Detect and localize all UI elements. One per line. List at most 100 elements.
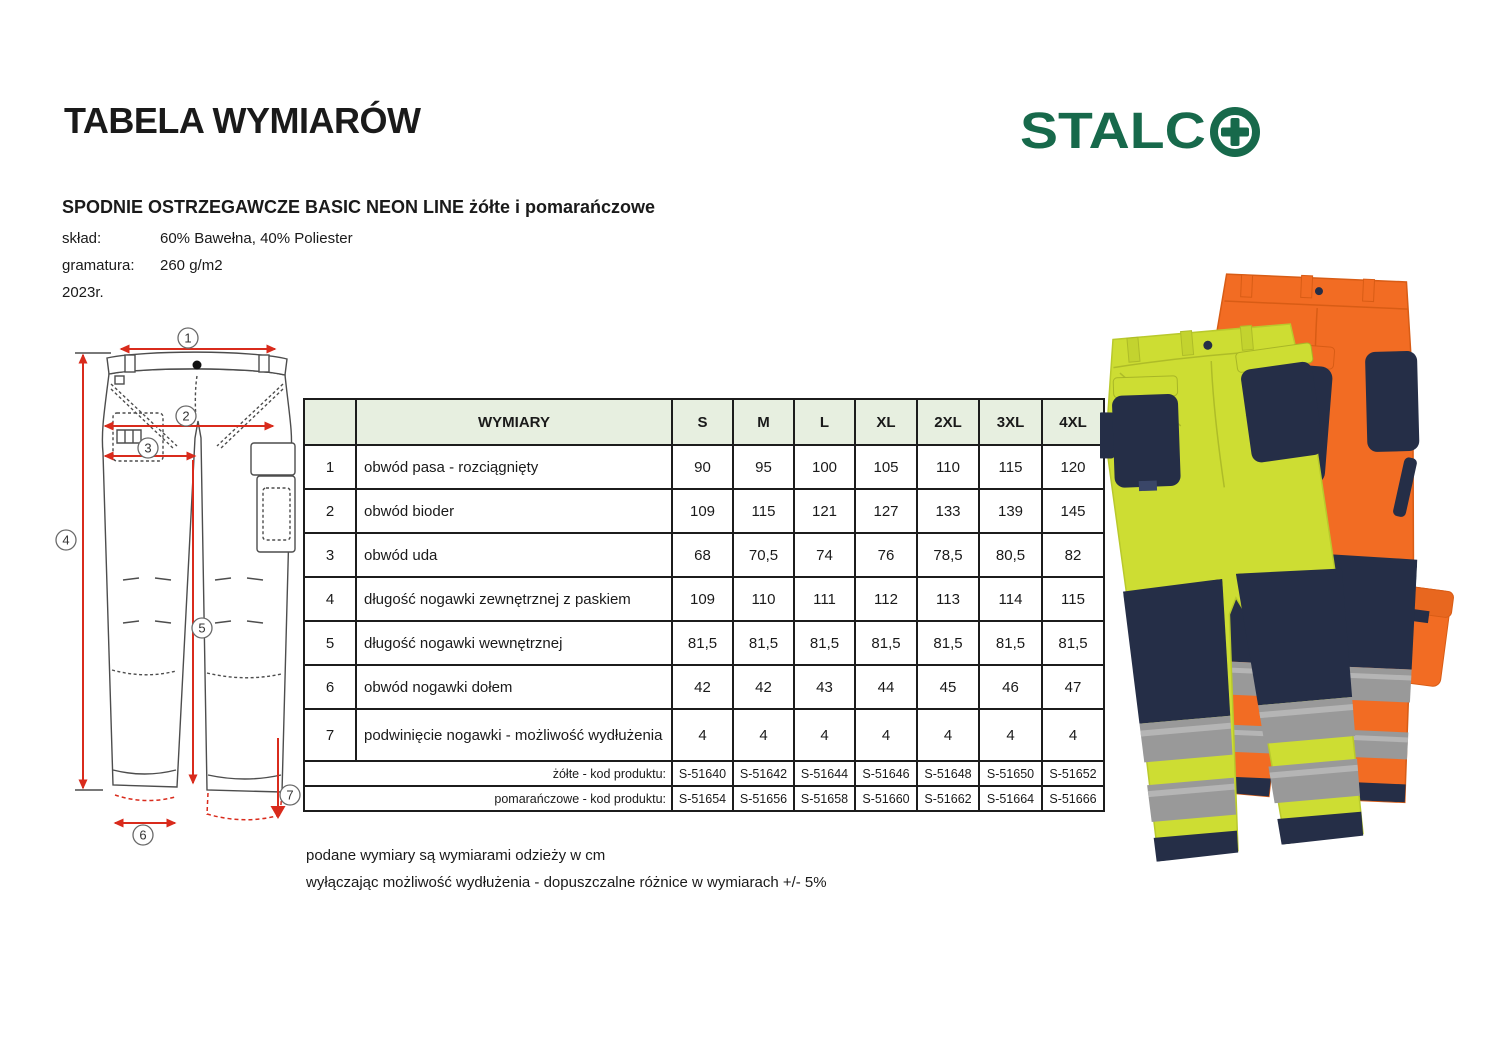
cargo-pocket-flap bbox=[250, 442, 296, 476]
size-value-cell: 45 bbox=[916, 664, 980, 710]
plus-in-circle-icon bbox=[1209, 106, 1261, 158]
size-value-cell: 68 bbox=[671, 532, 734, 578]
size-col-header-s: S bbox=[671, 398, 734, 446]
dimension-column-header: WYMIARY bbox=[355, 398, 673, 446]
product-code-cell: S-51644 bbox=[793, 760, 856, 787]
size-value-cell: 47 bbox=[1041, 664, 1105, 710]
size-value-cell: 44 bbox=[854, 664, 918, 710]
size-value-cell: 80,5 bbox=[978, 532, 1043, 578]
size-value-cell: 105 bbox=[854, 444, 918, 490]
size-value-cell: 4 bbox=[978, 708, 1043, 762]
dimension-label-cell: obwód bioder bbox=[355, 488, 673, 534]
size-value-cell: 74 bbox=[793, 532, 856, 578]
dim-arrow-7 bbox=[270, 806, 286, 819]
size-value-cell: 133 bbox=[916, 488, 980, 534]
dimension-marker-3: 3 bbox=[137, 437, 159, 459]
extension-lines bbox=[75, 352, 111, 791]
brand-logo-text: STALC bbox=[1020, 102, 1206, 160]
belt-buckle-detail bbox=[114, 375, 125, 385]
svg-text:7: 7 bbox=[286, 788, 293, 803]
size-value-cell: 109 bbox=[671, 488, 734, 534]
side-strap bbox=[1393, 457, 1417, 517]
size-value-cell: 82 bbox=[1041, 532, 1105, 578]
size-value-cell: 4 bbox=[1041, 708, 1105, 762]
size-value-cell: 42 bbox=[671, 664, 734, 710]
size-value-cell: 78,5 bbox=[916, 532, 980, 578]
dimension-label-cell: długość nogawki zewnętrznej z paskiem bbox=[355, 576, 673, 622]
left-leg-bands bbox=[1122, 578, 1247, 863]
svg-text:4: 4 bbox=[62, 533, 69, 548]
svg-text:6: 6 bbox=[139, 828, 146, 843]
product-code-cell: S-51652 bbox=[1041, 760, 1105, 787]
size-value-cell: 110 bbox=[916, 444, 980, 490]
spec-value: 260 g/m2 bbox=[160, 257, 223, 274]
note-line-1: podane wymiary są wymiarami odzieży w cm bbox=[306, 847, 606, 864]
size-value-cell: 81,5 bbox=[916, 620, 980, 666]
product-code-cell: S-51654 bbox=[671, 785, 734, 812]
product-code-cell: S-51646 bbox=[854, 760, 918, 787]
size-col-header-m: M bbox=[732, 398, 795, 446]
product-name: SPODNIE OSTRZEGAWCZE BASIC NEON LINE żół… bbox=[62, 197, 656, 217]
size-value-cell: 43 bbox=[793, 664, 856, 710]
cargo-pocket-body bbox=[256, 475, 296, 553]
right-leg-bands bbox=[1235, 564, 1366, 847]
size-value-cell: 111 bbox=[793, 576, 856, 622]
dimension-label-cell: obwód pasa - rozciągnięty bbox=[355, 444, 673, 490]
row-number-cell: 5 bbox=[303, 620, 357, 666]
dimension-marker-4: 4 bbox=[55, 529, 77, 551]
spec-row-year: 2023r. bbox=[62, 279, 655, 306]
pocket-seam-left bbox=[110, 383, 178, 450]
product-code-cell: S-51650 bbox=[978, 760, 1043, 787]
size-col-header-l: L bbox=[793, 398, 856, 446]
size-value-cell: 110 bbox=[732, 576, 795, 622]
pocket-clip bbox=[1138, 480, 1158, 492]
waist-button bbox=[192, 360, 202, 370]
size-value-cell: 4 bbox=[671, 708, 734, 762]
row-number-cell: 7 bbox=[303, 708, 357, 762]
product-code-cell: S-51642 bbox=[732, 760, 795, 787]
product-code-row-1: pomarańczowe - kod produktu: S-51654 S-516… bbox=[303, 785, 1105, 812]
dimension-marker-6: 6 bbox=[132, 824, 154, 846]
product-code-cell: S-51648 bbox=[916, 760, 980, 787]
measurement-row-6: 6 obwód nogawki dołem 42 42 43 44 45 46 47 bbox=[303, 664, 1105, 710]
measurement-row-2: 2 obwód bioder 109 115 121 127 133 139 145 bbox=[303, 488, 1105, 534]
size-value-cell: 90 bbox=[671, 444, 734, 490]
size-value-cell: 121 bbox=[793, 488, 856, 534]
hem-extension-left bbox=[114, 794, 176, 802]
product-code-row-0: żółte - kod produktu: S-51640 S-51642 S-516… bbox=[303, 760, 1105, 787]
row-number-cell: 1 bbox=[303, 444, 357, 490]
size-col-header-2xl: 2XL bbox=[916, 398, 980, 446]
size-value-cell: 4 bbox=[916, 708, 980, 762]
size-header-row: WYMIARY S M L XL 2XL 3XL 4XL bbox=[303, 398, 1105, 446]
size-value-cell: 139 bbox=[978, 488, 1043, 534]
product-code-cell: S-51656 bbox=[732, 785, 795, 812]
thigh-pocket bbox=[1365, 351, 1420, 452]
row-number-cell: 4 bbox=[303, 576, 357, 622]
measurement-rows: 1 obwód pasa - rozciągnięty 90 95 100 105 110 1… bbox=[303, 444, 1105, 762]
row-number-cell: 3 bbox=[303, 532, 357, 578]
knee-tucks bbox=[122, 577, 264, 624]
product-code-cell: S-51658 bbox=[793, 785, 856, 812]
size-value-cell: 76 bbox=[854, 532, 918, 578]
product-code-label-cell: pomarańczowe - kod produktu: bbox=[303, 785, 673, 812]
size-value-cell: 81,5 bbox=[671, 620, 734, 666]
size-value-cell: 4 bbox=[793, 708, 856, 762]
product-code-cell: S-51662 bbox=[916, 785, 980, 812]
belt-loop bbox=[124, 354, 136, 373]
waist-button bbox=[1314, 287, 1323, 296]
thigh-pocket bbox=[1112, 394, 1181, 488]
dimension-marker-7: 7 bbox=[279, 784, 301, 806]
spec-row-sklad: skład: 60% Bawełna, 40% Poliester bbox=[62, 225, 655, 252]
row-number-cell: 2 bbox=[303, 488, 357, 534]
size-value-cell: 4 bbox=[854, 708, 918, 762]
product-code-cell: S-51660 bbox=[854, 785, 918, 812]
corner-cell bbox=[303, 398, 357, 446]
size-value-cell: 81,5 bbox=[1041, 620, 1105, 666]
dimension-label-cell: obwód uda bbox=[355, 532, 673, 578]
size-value-cell: 145 bbox=[1041, 488, 1105, 534]
side-pocket bbox=[1096, 412, 1116, 459]
pocket-seam-right bbox=[216, 383, 284, 450]
belt-loop bbox=[258, 354, 270, 373]
product-info: SPODNIE OSTRZEGAWCZE BASIC NEON LINE żół… bbox=[62, 197, 655, 306]
